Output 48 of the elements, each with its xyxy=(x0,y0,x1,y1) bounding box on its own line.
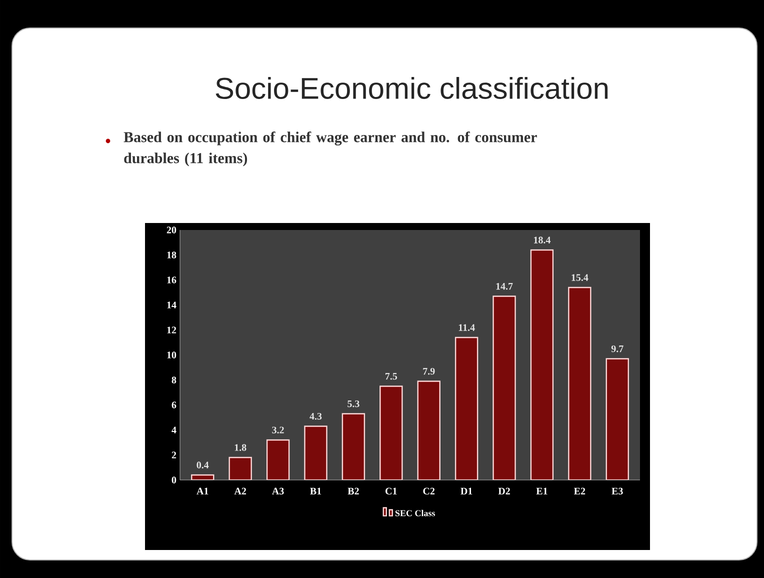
data-label: 3.2 xyxy=(272,426,284,434)
x-tick-label: B1 xyxy=(310,488,322,494)
x-tick-label: E2 xyxy=(574,488,586,494)
data-label: 9.7 xyxy=(611,345,624,352)
x-tick-label: E1 xyxy=(536,488,548,494)
bar xyxy=(606,358,629,480)
y-tick-label: 6 xyxy=(172,402,176,408)
bar xyxy=(380,386,403,480)
chart-title: Socio-Economic classification xyxy=(216,76,608,100)
data-label: 11.4 xyxy=(458,324,475,331)
y-tick-label: 4 xyxy=(172,426,176,434)
x-tick-label: A2 xyxy=(234,488,246,494)
x-tick-label: A1 xyxy=(196,488,208,494)
legend-label: SEC Class xyxy=(395,510,436,516)
x-tick-label: B2 xyxy=(348,488,359,494)
x-tick-label: C2 xyxy=(423,488,435,494)
y-tick-label: 18 xyxy=(167,252,176,258)
bar xyxy=(417,380,440,480)
y-tick-label: 2 xyxy=(172,452,176,458)
data-label: 7.9 xyxy=(423,368,435,375)
y-tick-label: 10 xyxy=(167,352,176,358)
data-label: 4.3 xyxy=(310,412,322,420)
bar xyxy=(266,439,290,480)
bar xyxy=(492,296,516,480)
data-label: 1.8 xyxy=(234,444,246,451)
bar xyxy=(342,413,366,480)
y-tick-label: 16 xyxy=(167,276,176,284)
y-tick-label: 12 xyxy=(167,326,176,334)
y-tick-label: 14 xyxy=(167,302,176,308)
x-tick-label: D1 xyxy=(460,488,472,494)
data-label: 14.7 xyxy=(496,282,513,290)
x-tick-label: A3 xyxy=(272,488,284,494)
chart-subtitle: Based on occupation of chief wage earner and no. of consumer durables (11 items) xyxy=(124,132,537,166)
x-tick-label: D2 xyxy=(498,488,510,494)
x-tick-label: E3 xyxy=(612,488,623,494)
y-tick-label: 20 xyxy=(166,226,176,234)
data-label: 0.4 xyxy=(196,462,209,468)
y-tick-label: 0 xyxy=(172,476,176,484)
bar xyxy=(454,336,478,480)
data-label: 15.4 xyxy=(572,274,588,281)
bar xyxy=(568,286,592,480)
bar xyxy=(530,249,554,480)
y-tick-label: 8 xyxy=(172,376,176,384)
data-label: 18.4 xyxy=(534,236,551,244)
x-tick-label: C1 xyxy=(386,488,397,494)
data-label: 5.3 xyxy=(348,400,360,408)
bar xyxy=(304,426,328,480)
data-label: 7.5 xyxy=(385,373,398,380)
